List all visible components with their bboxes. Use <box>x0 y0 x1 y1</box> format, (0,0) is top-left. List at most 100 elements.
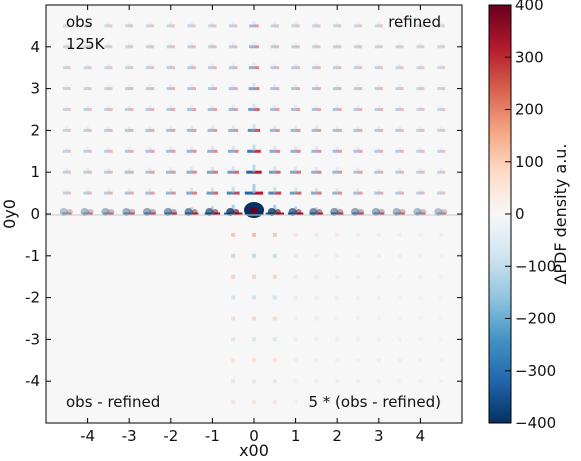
heat-feature <box>392 208 401 216</box>
heat-feature <box>272 358 277 363</box>
heat-feature <box>378 87 383 91</box>
heat-feature <box>399 24 404 28</box>
heat-feature <box>374 45 379 49</box>
heat-feature <box>439 22 443 26</box>
heat-feature <box>335 232 340 237</box>
heat-feature <box>437 149 442 153</box>
heat-feature <box>124 149 130 153</box>
heat-feature <box>150 209 156 215</box>
heat-feature <box>356 125 360 131</box>
heat-feature <box>316 66 321 70</box>
heat-feature <box>358 191 363 195</box>
heat-feature <box>274 87 280 91</box>
heat-feature <box>439 358 444 363</box>
heat-feature <box>66 209 73 215</box>
heat-feature <box>65 22 69 26</box>
heat-feature <box>420 128 425 132</box>
heat-feature <box>125 24 130 28</box>
heat-feature <box>273 63 277 68</box>
heat-feature <box>397 295 402 300</box>
heat-feature <box>228 66 234 70</box>
colorbar-tick-label: 0 <box>515 205 525 223</box>
heat-feature <box>378 108 384 111</box>
heat-feature <box>290 149 296 153</box>
heat-feature <box>314 295 319 300</box>
heat-feature <box>273 42 277 47</box>
heat-feature <box>441 170 446 174</box>
heat-feature <box>441 191 446 195</box>
heat-feature <box>352 212 358 216</box>
heat-feature <box>150 149 155 153</box>
heat-feature <box>294 125 298 131</box>
heat-feature <box>439 126 443 131</box>
heat-feature <box>66 45 71 49</box>
heat-feature <box>378 191 384 195</box>
y-axis-label: 0y0 <box>0 199 19 229</box>
heat-feature <box>148 188 152 194</box>
heat-feature <box>416 24 421 28</box>
heat-feature <box>125 66 130 70</box>
heat-feature <box>291 45 296 49</box>
heat-feature <box>294 63 298 68</box>
heat-feature <box>439 337 444 342</box>
heat-feature <box>249 24 254 28</box>
heat-feature <box>252 83 256 89</box>
heat-feature <box>227 149 234 153</box>
heat-feature <box>356 274 360 279</box>
heat-feature <box>108 66 113 70</box>
heat-feature <box>145 149 150 153</box>
heat-feature <box>378 66 383 70</box>
heat-feature <box>294 42 298 47</box>
heat-feature <box>290 128 296 132</box>
heat-feature <box>86 209 90 214</box>
y-tick-label: 2 <box>30 121 40 139</box>
heat-feature <box>436 212 442 216</box>
heat-feature <box>397 274 402 279</box>
heat-feature <box>378 209 385 215</box>
heat-feature <box>290 170 296 174</box>
heat-feature <box>186 170 192 174</box>
heat-feature <box>124 108 130 111</box>
heat-feature <box>231 274 236 279</box>
colorbar-tick-label: 300 <box>515 48 544 66</box>
heat-feature <box>337 149 342 153</box>
heat-feature <box>273 104 277 110</box>
heat-feature <box>358 128 363 132</box>
heat-feature <box>148 208 152 214</box>
heat-feature <box>212 66 217 70</box>
heat-feature <box>106 63 110 68</box>
heat-feature <box>212 191 219 195</box>
heat-feature <box>106 21 110 26</box>
heat-feature <box>212 87 217 91</box>
heat-feature <box>439 105 443 110</box>
heat-feature <box>87 66 92 70</box>
heat-feature <box>270 66 275 70</box>
heat-feature <box>87 209 94 215</box>
heat-feature <box>399 170 404 174</box>
heat-feature <box>273 84 277 89</box>
heat-feature <box>170 212 177 216</box>
heat-feature <box>191 212 199 216</box>
heat-feature <box>273 125 277 131</box>
heat-feature <box>295 149 301 153</box>
heat-feature <box>374 191 379 195</box>
heat-feature <box>66 108 71 111</box>
heat-feature <box>314 253 319 258</box>
heat-feature <box>376 316 381 321</box>
heat-feature <box>413 208 422 216</box>
heat-feature <box>103 212 109 216</box>
heat-feature <box>293 232 298 237</box>
heat-feature <box>376 232 381 237</box>
colorbar-tick-label: −100 <box>515 257 556 275</box>
heat-feature <box>212 170 218 174</box>
heat-feature <box>312 24 317 28</box>
heat-feature <box>358 108 363 111</box>
heat-feature <box>420 108 425 111</box>
heat-feature <box>65 42 69 47</box>
heat-feature <box>233 87 238 91</box>
heat-feature <box>293 274 298 279</box>
y-tick-label: -1 <box>25 247 40 265</box>
heat-feature <box>169 42 173 47</box>
heat-feature <box>418 232 423 237</box>
